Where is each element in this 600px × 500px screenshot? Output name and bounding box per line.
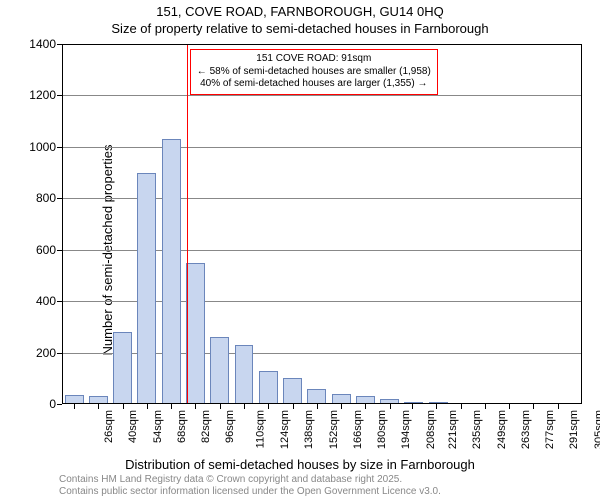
chart-title-main: 151, COVE ROAD, FARNBOROUGH, GU14 0HQ <box>0 4 600 19</box>
x-tick-mark <box>533 404 534 409</box>
histogram-bar <box>307 389 326 404</box>
annotation-line: 40% of semi-detached houses are larger (… <box>197 78 431 91</box>
x-tick-label: 291sqm <box>569 410 581 449</box>
annotation-line: 151 COVE ROAD: 91sqm <box>197 53 431 66</box>
histogram-bar <box>113 332 132 404</box>
x-tick-label: 124sqm <box>279 410 291 449</box>
x-tick-mark <box>74 404 75 409</box>
y-tick-label: 1200 <box>29 88 56 102</box>
gridline <box>62 147 582 148</box>
x-tick-mark <box>436 404 437 409</box>
histogram-bar <box>356 396 375 404</box>
x-tick-mark <box>485 404 486 409</box>
histogram-bar <box>137 173 156 404</box>
histogram-bar <box>210 337 229 404</box>
gridline <box>62 95 582 96</box>
histogram-bar <box>89 396 108 404</box>
x-tick-label: 138sqm <box>303 410 315 449</box>
annotation-line: ← 58% of semi-detached houses are smalle… <box>197 66 431 79</box>
histogram-bar <box>283 378 302 404</box>
x-tick-mark <box>509 404 510 409</box>
x-tick-label: 221sqm <box>447 410 459 449</box>
x-tick-mark <box>268 404 269 409</box>
y-tick-label: 0 <box>49 397 56 411</box>
x-tick-label: 96sqm <box>224 410 236 443</box>
x-tick-label: 249sqm <box>496 410 508 449</box>
y-tick-mark <box>57 44 62 45</box>
attribution-line: Contains HM Land Registry data © Crown c… <box>59 474 441 486</box>
x-tick-mark <box>390 404 391 409</box>
x-tick-mark <box>293 404 294 409</box>
histogram-bar <box>429 402 448 404</box>
attribution-text: Contains HM Land Registry data © Crown c… <box>59 474 441 498</box>
x-tick-label: 68sqm <box>176 410 188 443</box>
histogram-bar <box>332 394 351 404</box>
x-tick-mark <box>171 404 172 409</box>
histogram-bar <box>186 263 205 404</box>
y-tick-label: 1000 <box>29 140 56 154</box>
x-tick-mark <box>365 404 366 409</box>
x-tick-mark <box>341 404 342 409</box>
attribution-line: Contains public sector information licen… <box>59 486 441 498</box>
y-tick-label: 600 <box>36 243 56 257</box>
histogram-bar <box>65 395 84 404</box>
x-tick-label: 110sqm <box>254 410 266 448</box>
property-size-chart: 151, COVE ROAD, FARNBOROUGH, GU14 0HQ Si… <box>0 0 600 500</box>
x-tick-label: 152sqm <box>328 410 340 449</box>
x-tick-mark <box>461 404 462 409</box>
x-tick-mark <box>123 404 124 409</box>
x-tick-mark <box>147 404 148 409</box>
y-tick-label: 200 <box>36 346 56 360</box>
x-tick-label: 82sqm <box>200 410 212 443</box>
y-tick-mark <box>57 404 62 405</box>
x-tick-label: 263sqm <box>520 410 532 449</box>
y-tick-label: 1400 <box>29 37 56 51</box>
y-tick-label: 400 <box>36 294 56 308</box>
x-tick-label: 166sqm <box>352 410 364 449</box>
histogram-bar <box>235 345 254 404</box>
x-axis-label: Distribution of semi-detached houses by … <box>0 457 600 472</box>
x-tick-mark <box>317 404 318 409</box>
chart-title-sub: Size of property relative to semi-detach… <box>0 21 600 36</box>
histogram-bar <box>259 371 278 404</box>
x-tick-label: 180sqm <box>376 410 388 449</box>
x-tick-label: 235sqm <box>472 410 484 449</box>
x-tick-mark <box>244 404 245 409</box>
x-tick-label: 277sqm <box>544 410 556 449</box>
histogram-bar <box>404 402 423 404</box>
x-tick-label: 26sqm <box>103 410 115 443</box>
y-tick-label: 800 <box>36 191 56 205</box>
plot-area: 020040060080010001200140026sqm40sqm54sqm… <box>62 44 582 404</box>
x-tick-label: 40sqm <box>127 410 139 443</box>
x-tick-mark <box>412 404 413 409</box>
x-tick-mark <box>220 404 221 409</box>
x-tick-mark <box>195 404 196 409</box>
property-annotation-box: 151 COVE ROAD: 91sqm← 58% of semi-detach… <box>190 49 438 95</box>
x-tick-label: 305sqm <box>593 410 600 449</box>
x-tick-mark <box>558 404 559 409</box>
x-tick-label: 194sqm <box>400 410 412 449</box>
x-tick-label: 54sqm <box>152 410 164 443</box>
histogram-bar <box>162 139 181 404</box>
x-tick-mark <box>98 404 99 409</box>
chart-titles: 151, COVE ROAD, FARNBOROUGH, GU14 0HQ Si… <box>0 4 600 36</box>
x-tick-label: 208sqm <box>425 410 437 449</box>
